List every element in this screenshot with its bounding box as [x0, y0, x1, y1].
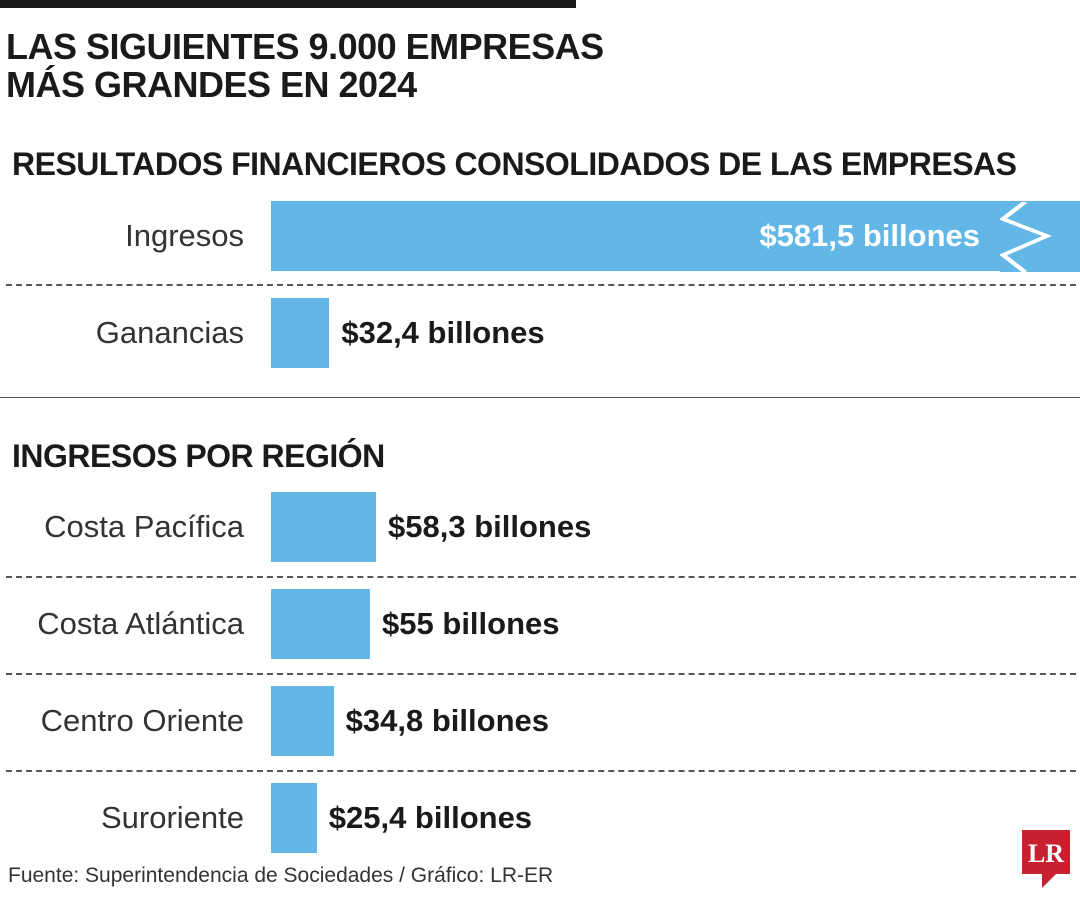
- category-label: Ingresos: [125, 218, 244, 253]
- axis-break-icon: [1000, 202, 1080, 272]
- lr-logo: LR: [1022, 830, 1070, 888]
- section-title-region: INGRESOS POR REGIÓN: [12, 438, 385, 474]
- value-label: $34,8 billones: [345, 703, 549, 738]
- row-divider: [6, 673, 1076, 675]
- bar: [271, 298, 330, 368]
- bar: [271, 686, 334, 756]
- bar: [271, 589, 371, 659]
- row-divider: [6, 576, 1076, 578]
- row-divider: [6, 770, 1076, 772]
- category-label: Ganancias: [95, 315, 244, 350]
- row-divider: [6, 284, 1076, 286]
- section-separator: [0, 397, 1080, 398]
- top-accent-bar: [0, 0, 576, 8]
- value-label: $32,4 billones: [341, 315, 545, 350]
- value-label: $581,5 billones: [759, 218, 980, 253]
- logo-text: LR: [1028, 839, 1064, 868]
- value-label: $25,4 billones: [328, 800, 533, 835]
- bar: [271, 783, 317, 853]
- bar: [271, 492, 376, 562]
- headline-line-2: MÁS GRANDES EN 2024: [6, 64, 417, 105]
- value-label: $58,3 billones: [388, 509, 592, 544]
- source-note: Fuente: Superintendencia de Sociedades /…: [8, 864, 554, 887]
- value-label: $55 billones: [382, 606, 560, 641]
- category-label: Centro Oriente: [40, 703, 244, 738]
- headline-line-1: LAS SIGUIENTES 9.000 EMPRESAS: [6, 26, 604, 67]
- category-label: Costa Atlántica: [37, 606, 244, 641]
- category-label: Suroriente: [100, 800, 244, 835]
- category-label: Costa Pacífica: [44, 509, 244, 544]
- section-title-financial: RESULTADOS FINANCIEROS CONSOLIDADOS DE L…: [12, 146, 1017, 182]
- bar: [271, 201, 1080, 271]
- chart-headline: LAS SIGUIENTES 9.000 EMPRESAS MÁS GRANDE…: [6, 28, 604, 104]
